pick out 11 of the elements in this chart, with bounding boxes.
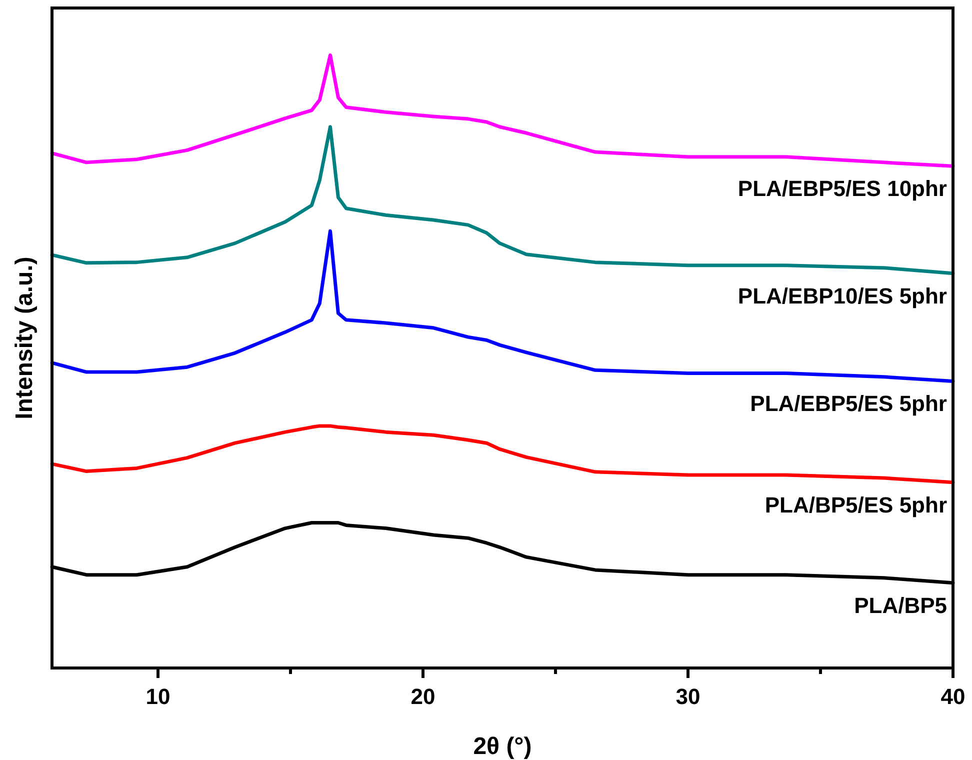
series-label: PLA/EBP5/ES 10phr	[738, 176, 948, 202]
x-tick-label: 20	[410, 684, 436, 709]
series-label: PLA/EBP5/ES 5phr	[750, 391, 948, 416]
series-label: PLA/BP5	[854, 592, 947, 618]
x-tick-label: 30	[676, 684, 700, 709]
x-tick-label: 40	[940, 684, 966, 709]
series-label: PLA/BP5/ES 5phr	[764, 492, 948, 518]
x-axis-title: 2θ (°)	[473, 733, 532, 760]
series-label: PLA/EBP10/ES 5phr	[738, 283, 948, 308]
y-axis-title: Intensity (a.u.)	[11, 256, 38, 420]
x-tick-label: 10	[146, 684, 170, 709]
